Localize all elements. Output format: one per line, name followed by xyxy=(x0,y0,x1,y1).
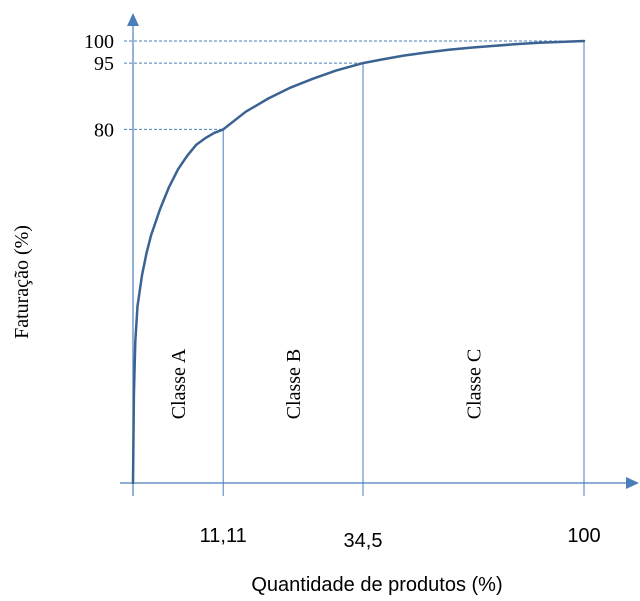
guide-lines xyxy=(124,40,585,496)
x-tick-label: 100 xyxy=(567,525,600,547)
class-label: Classe A xyxy=(168,348,190,419)
axes xyxy=(120,13,639,496)
y-tick-label: 80 xyxy=(94,119,114,141)
x-tick-label: 11,11 xyxy=(200,525,247,547)
x-axis-label: Quantidade de produtos (%) xyxy=(251,574,502,596)
curve-layer xyxy=(131,39,586,485)
x-tick-label: 34,5 xyxy=(344,530,383,552)
pareto-curve xyxy=(131,39,586,485)
y-tick-label: 100 xyxy=(84,31,114,53)
x-axis-arrowhead xyxy=(626,477,639,489)
y-tick-label: 95 xyxy=(94,53,114,75)
class-label: Classe C xyxy=(464,349,486,420)
y-axis-arrowhead xyxy=(127,13,139,26)
class-labels: Classe A Classe B Classe C xyxy=(168,348,485,419)
class-label: Classe B xyxy=(283,349,305,420)
y-axis-label: Faturação (%) xyxy=(11,225,33,339)
